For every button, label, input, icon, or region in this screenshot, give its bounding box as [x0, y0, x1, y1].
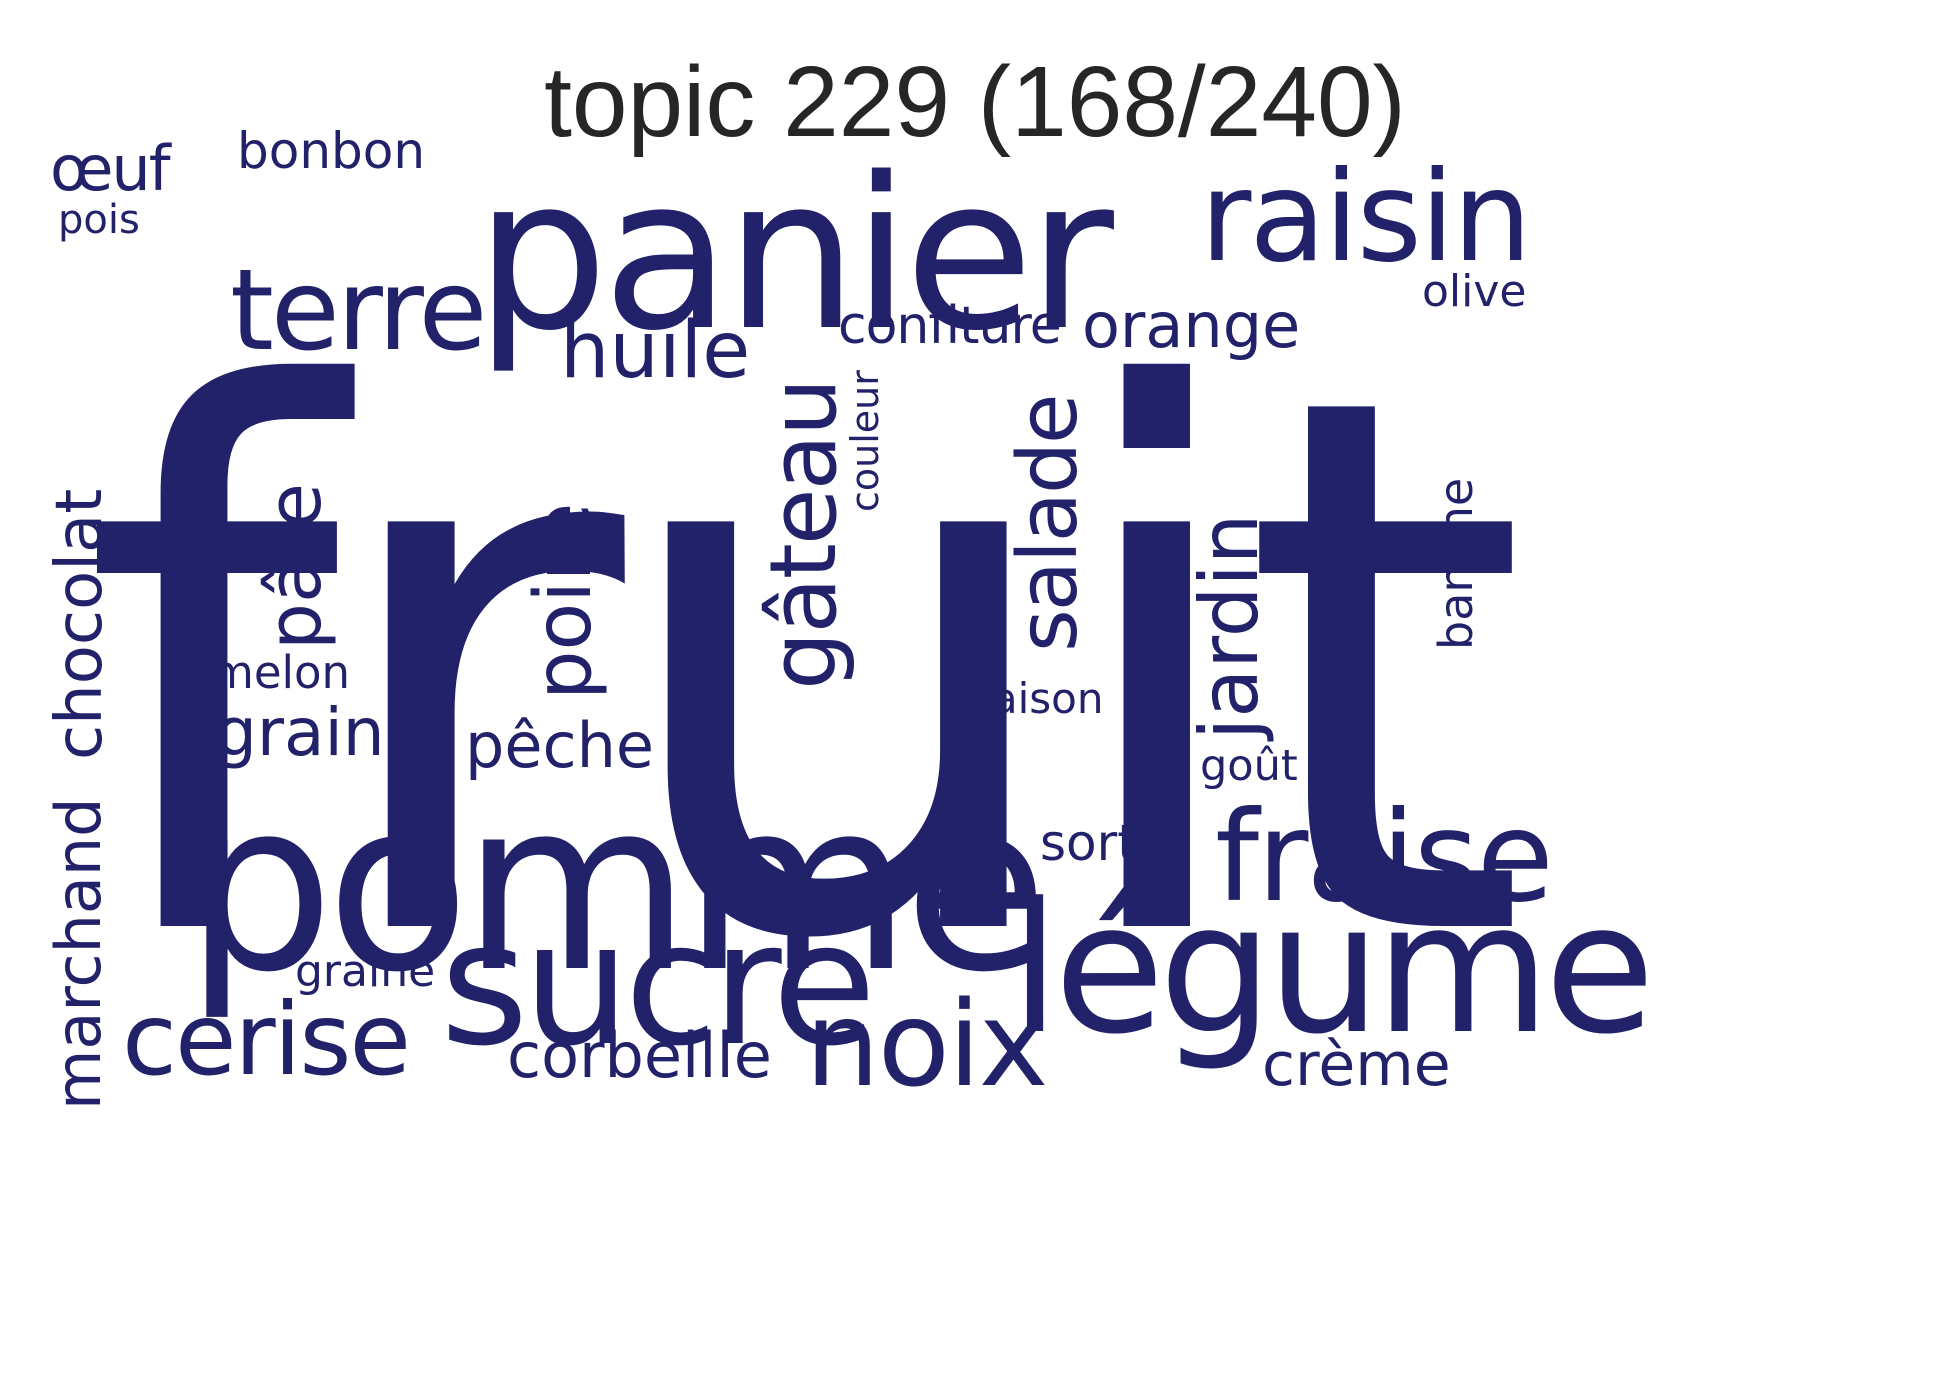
- word-fruit: fruit: [80, 239, 1530, 1101]
- word-pois: pois: [58, 197, 140, 243]
- word-oeuf: œuf: [50, 132, 171, 205]
- word-couleur: couleur: [843, 370, 887, 512]
- word-sucre: sucre: [440, 886, 877, 1084]
- word-creme: crème: [1262, 1030, 1451, 1100]
- word-salade: salade: [1001, 395, 1096, 652]
- word-pate: pâte: [252, 483, 338, 650]
- word-orange: orange: [1082, 289, 1301, 362]
- word-panier: panier: [475, 132, 1114, 377]
- word-gout: goût: [1200, 741, 1298, 791]
- word-pomme: pomme: [185, 751, 1048, 1024]
- word-fraise: fraise: [1215, 785, 1554, 930]
- word-bonbon: bonbon: [237, 122, 426, 180]
- word-raisin: raisin: [1200, 145, 1532, 290]
- word-confiture: confiture: [838, 296, 1062, 356]
- word-chocolat: chocolat: [43, 488, 117, 760]
- word-poire: poire: [519, 502, 609, 700]
- word-graine: graine: [295, 946, 436, 997]
- word-gateau: gâteau: [750, 379, 857, 690]
- word-cerise: cerise: [122, 981, 411, 1098]
- word-noix: noix: [805, 975, 1049, 1113]
- word-olive: olive: [1422, 266, 1527, 317]
- word-banane: banane: [1429, 477, 1483, 650]
- word-melon: melon: [210, 646, 351, 699]
- word-peche: pêche: [465, 709, 655, 782]
- word-saison: saison: [970, 674, 1104, 723]
- word-corbeille: corbeille: [507, 1019, 772, 1092]
- word-grain: grain: [215, 694, 385, 771]
- word-jardin: jardin: [1183, 513, 1276, 740]
- topic-title: topic 229 (168/240): [544, 46, 1406, 158]
- word-marchand: marchand: [42, 797, 115, 1110]
- word-huile: huile: [560, 306, 751, 396]
- word-legume: légume: [1010, 865, 1655, 1074]
- word-sorte: sorte: [1040, 814, 1168, 872]
- word-terre: terre: [230, 246, 487, 376]
